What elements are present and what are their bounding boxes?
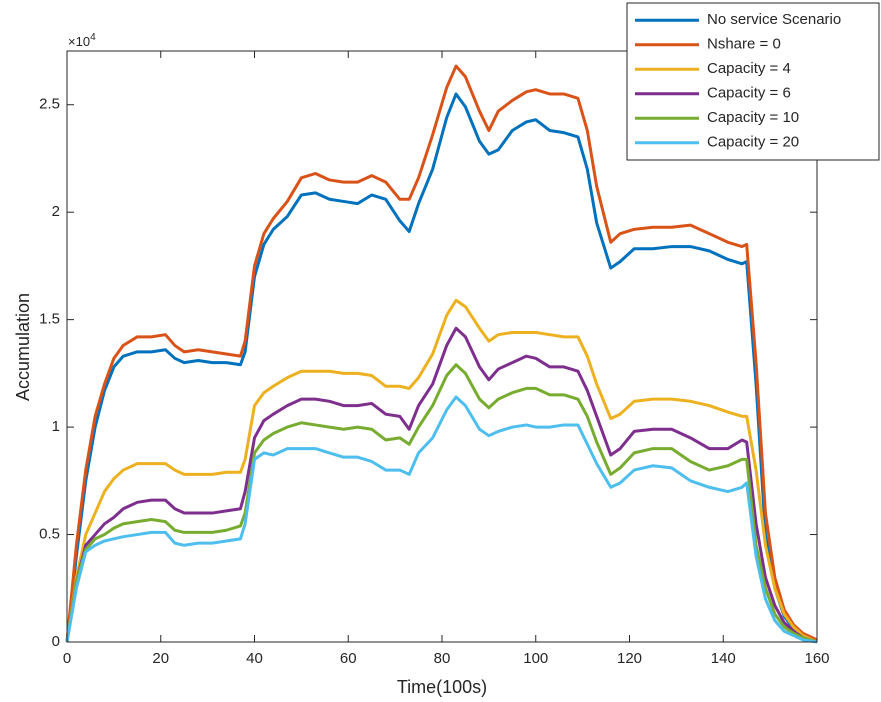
legend-box <box>626 2 880 161</box>
y-tick-label: 0 <box>52 633 60 650</box>
x-tick-label: 100 <box>523 650 548 667</box>
y-multiplier: ×104 <box>68 32 96 50</box>
x-tick-label: 40 <box>246 650 263 667</box>
x-tick-label: 120 <box>617 650 642 667</box>
y-tick-label: 1 <box>52 418 60 435</box>
y-tick-label: 0.5 <box>39 526 60 543</box>
legend-label: No service Scenario <box>707 11 841 28</box>
legend-label: Capacity = 4 <box>707 60 791 77</box>
series-line <box>65 92 818 644</box>
y-axis-label: Accumulation <box>13 293 33 401</box>
series-line <box>65 363 818 644</box>
y-tick-label: 1.5 <box>39 311 60 328</box>
series-line <box>65 395 818 644</box>
legend-label: Capacity = 6 <box>707 85 791 102</box>
y-tick-label: 2 <box>52 203 60 220</box>
y-multiplier-base: ×10 <box>68 34 90 49</box>
x-tick-label: 140 <box>711 650 736 667</box>
x-tick-label: 20 <box>152 650 169 667</box>
x-tick-label: 160 <box>804 650 829 667</box>
y-tick-label: 2.5 <box>39 96 60 113</box>
x-axis-label: Time(100s) <box>397 677 487 697</box>
series-line <box>65 326 818 644</box>
legend-label: Capacity = 10 <box>707 109 799 126</box>
y-multiplier-exponent: 4 <box>90 32 96 43</box>
legend-label: Nshare = 0 <box>707 36 781 53</box>
x-tick-label: 0 <box>63 650 71 667</box>
x-tick-label: 60 <box>340 650 357 667</box>
series-line <box>65 64 818 643</box>
axes-box <box>66 50 818 643</box>
legend-label: Capacity = 20 <box>707 134 799 151</box>
series-line <box>65 298 818 644</box>
x-tick-label: 80 <box>434 650 451 667</box>
